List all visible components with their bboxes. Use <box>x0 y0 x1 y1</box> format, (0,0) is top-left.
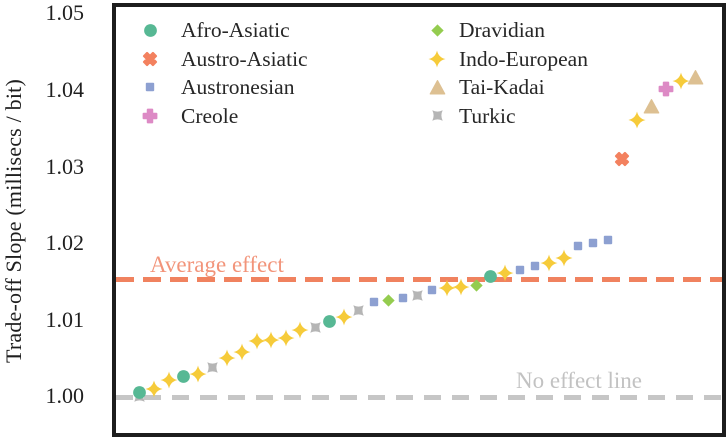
data-point-turkic <box>206 361 219 374</box>
data-point-austronesian <box>602 234 614 246</box>
data-point-creole <box>658 81 674 97</box>
plot-area <box>112 3 726 437</box>
data-point-turkic <box>352 304 365 317</box>
data-point-afro_asiatic <box>483 269 498 284</box>
no-effect-label: No effect line <box>516 368 643 393</box>
y-tick-label: 1.02 <box>45 230 85 255</box>
data-point-indo_european <box>218 349 236 367</box>
data-point-indo_european <box>247 332 266 350</box>
data-point-austronesian <box>587 237 599 249</box>
data-point-turkic <box>309 321 322 334</box>
data-point-dravidian <box>469 278 484 293</box>
data-point-indo_european <box>555 249 573 267</box>
data-point-indo_european <box>277 329 295 347</box>
y-tick-label: 1.04 <box>45 77 85 102</box>
data-point-indo_european <box>262 331 280 349</box>
data-point-indo_european <box>672 72 690 90</box>
y-tick-label: 1.01 <box>45 306 85 332</box>
data-point-tai_kadai <box>643 98 660 115</box>
data-point-indo_european <box>291 321 309 339</box>
y-tick-label: 1.03 <box>45 153 85 179</box>
data-point-indo_european <box>189 365 207 383</box>
data-point-austronesian <box>397 292 409 304</box>
data-point-turkic <box>411 289 424 302</box>
data-point-indo_european <box>335 308 353 326</box>
data-point-austronesian <box>572 240 584 252</box>
data-point-afro_asiatic <box>132 385 147 400</box>
data-point-austro_asiatic <box>614 151 630 167</box>
data-point-tai_kadai <box>687 69 704 86</box>
data-point-austronesian <box>514 264 526 276</box>
y-tick-label: 1.05 <box>45 0 85 26</box>
data-point-austronesian <box>529 260 541 272</box>
data-point-indo_european <box>496 264 514 282</box>
data-point-indo_european <box>438 279 456 297</box>
data-point-indo_european <box>452 278 470 296</box>
data-point-indo_european <box>160 371 178 389</box>
data-point-afro_asiatic <box>176 369 191 384</box>
average-effect-line <box>116 277 722 283</box>
data-point-austronesian <box>368 296 380 308</box>
data-point-dravidian <box>381 293 396 308</box>
data-point-afro_asiatic <box>322 314 337 329</box>
average-effect-label: Average effect <box>150 251 284 277</box>
data-point-austronesian <box>426 284 438 296</box>
data-point-indo_european <box>145 380 163 398</box>
data-point-indo_european <box>540 254 558 272</box>
no-effect-line <box>116 395 722 400</box>
data-point-indo_european <box>233 343 251 361</box>
data-point-indo_european <box>628 111 646 129</box>
y-tick-label: 1.00 <box>45 383 85 408</box>
